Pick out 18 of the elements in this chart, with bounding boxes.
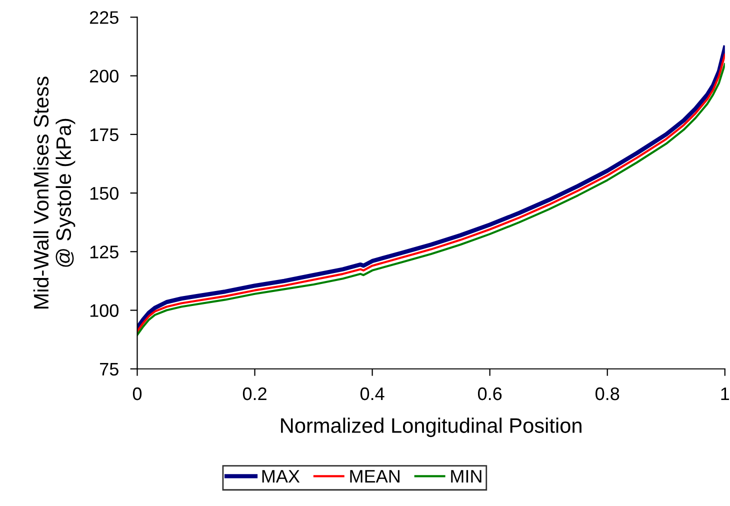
x-tick-label: 0.6 bbox=[478, 387, 502, 400]
y-tick-label: 75 bbox=[100, 362, 118, 376]
x-tick-label: 0.2 bbox=[242, 387, 266, 400]
x-tick-label: 0.4 bbox=[360, 387, 384, 400]
y-tick-label: 175 bbox=[90, 128, 118, 142]
legend-label: MAX bbox=[262, 470, 300, 483]
y-tick-label: 150 bbox=[90, 186, 118, 200]
y-axis-title: Mid-Wall VonMises Stess @ Systole (kPa) bbox=[33, 76, 76, 308]
x-tick-label: 0.8 bbox=[596, 387, 620, 400]
x-tick-label: 1 bbox=[721, 388, 730, 400]
legend-label: MIN bbox=[451, 470, 482, 483]
y-tick-label: 225 bbox=[90, 11, 118, 24]
y-tick-label: 125 bbox=[90, 246, 118, 258]
x-axis-title: Normalized Longitudinal Position bbox=[281, 418, 582, 438]
legend-label: MEAN bbox=[350, 470, 400, 483]
y-tick-label: 200 bbox=[90, 70, 118, 83]
x-tick-label: 0 bbox=[132, 387, 142, 400]
y-tick-label: 100 bbox=[90, 304, 118, 317]
